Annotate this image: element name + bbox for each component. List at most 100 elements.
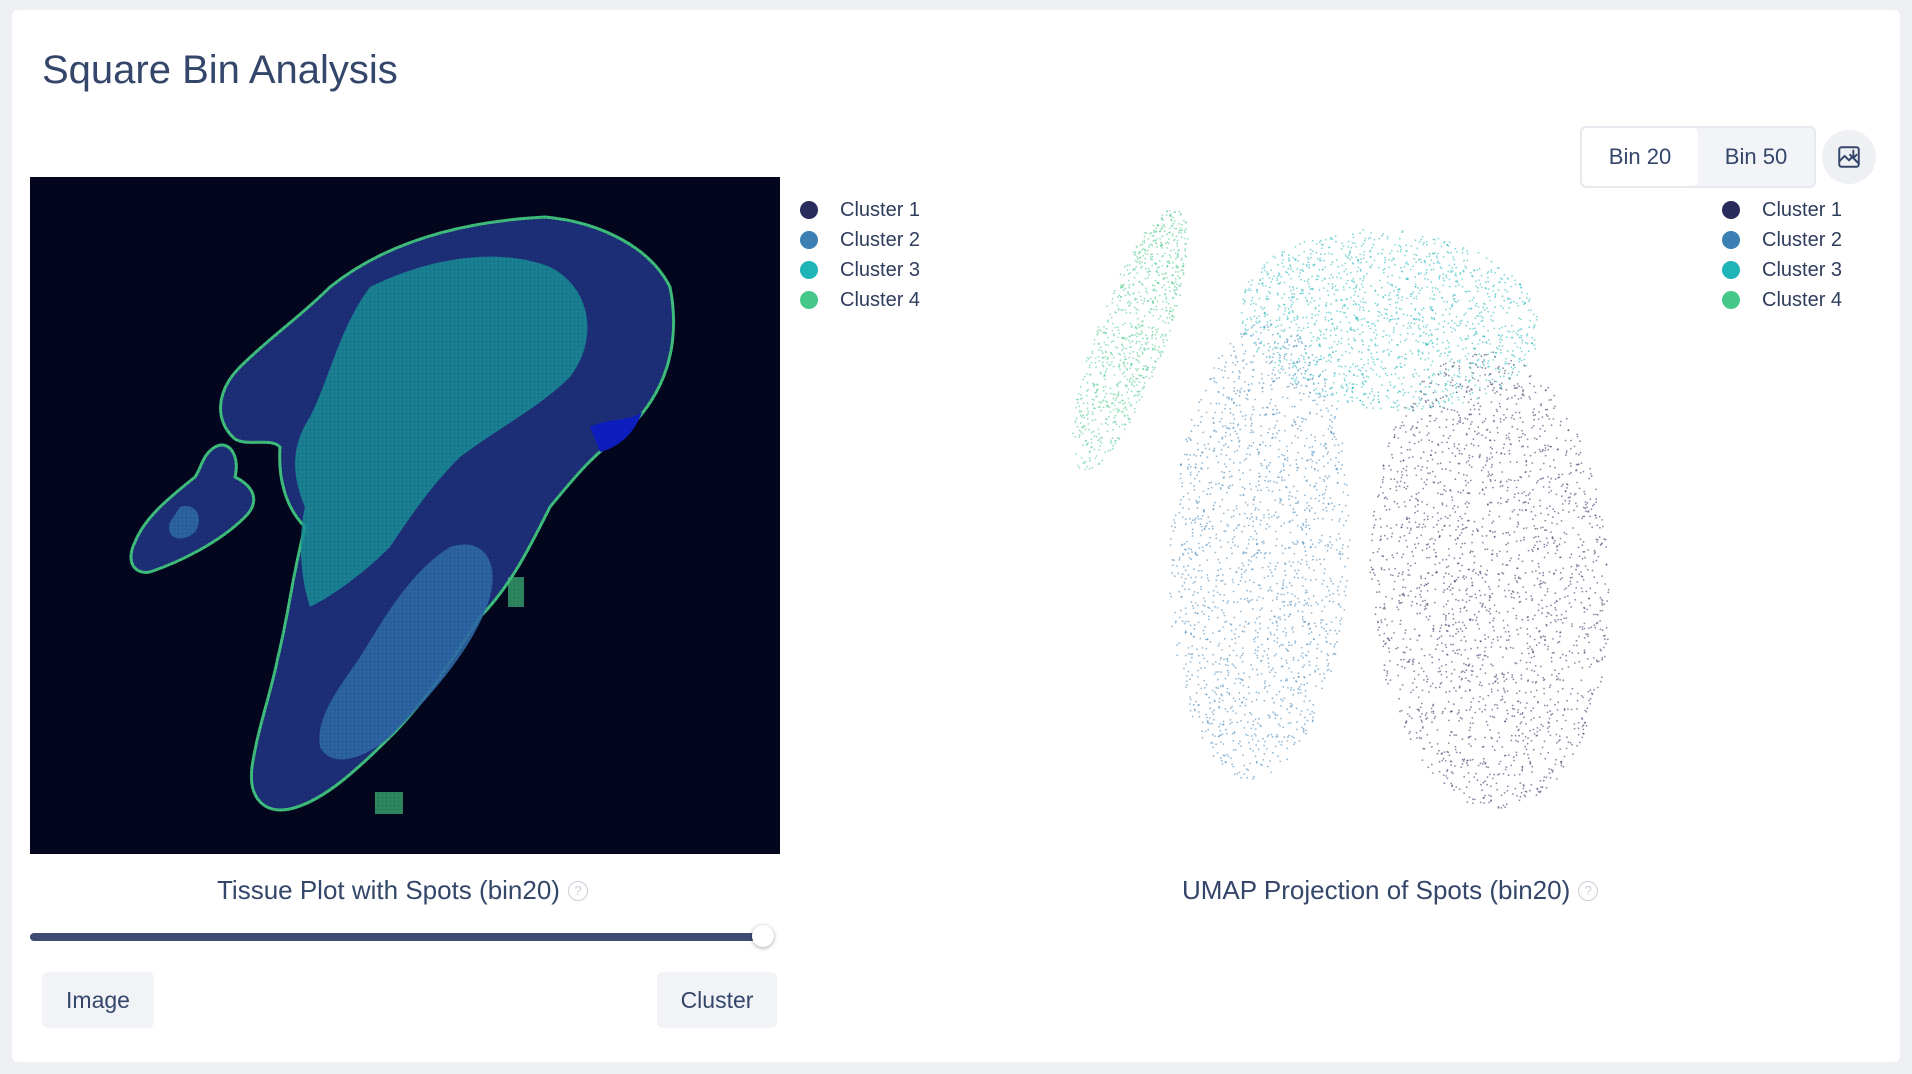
umap-point <box>1468 688 1471 691</box>
umap-point <box>1382 607 1385 610</box>
umap-point <box>1278 411 1281 414</box>
umap-point <box>1382 248 1384 251</box>
legend-item[interactable]: Cluster 4 <box>1722 285 1842 315</box>
legend-item[interactable]: Cluster 2 <box>800 225 920 255</box>
bin-50-option[interactable]: Bin 50 <box>1724 144 1788 169</box>
umap-point <box>1310 497 1312 500</box>
umap-point <box>1224 530 1227 532</box>
umap-point <box>1530 595 1533 597</box>
legend-item[interactable]: Cluster 3 <box>1722 255 1842 285</box>
umap-point <box>1536 730 1539 733</box>
umap-point <box>1521 341 1523 344</box>
umap-point <box>1344 585 1347 588</box>
umap-point <box>1328 589 1330 592</box>
legend-item[interactable]: Cluster 3 <box>800 255 920 285</box>
umap-point <box>1152 326 1155 329</box>
umap-point <box>1137 309 1139 312</box>
umap-point <box>1314 546 1317 548</box>
umap-point <box>1317 382 1320 385</box>
umap-point <box>1432 268 1435 271</box>
umap-point <box>1284 619 1286 621</box>
umap-point <box>1121 394 1123 396</box>
umap-point <box>1264 444 1267 447</box>
umap-point <box>1308 632 1310 635</box>
umap-point <box>1508 639 1510 641</box>
umap-point <box>1418 272 1420 274</box>
legend-label: Cluster 1 <box>840 198 921 221</box>
umap-point <box>1133 306 1136 309</box>
umap-point <box>1397 391 1399 394</box>
umap-point <box>1308 504 1310 507</box>
umap-point <box>1204 526 1207 528</box>
umap-point <box>1332 592 1335 595</box>
umap-point <box>1339 550 1341 553</box>
umap-point <box>1244 288 1247 291</box>
umap-point <box>1316 339 1318 342</box>
umap-point <box>1273 342 1276 345</box>
umap-point <box>1136 332 1139 334</box>
umap-point <box>1234 355 1237 358</box>
umap-point <box>1279 371 1281 374</box>
umap-point <box>1582 724 1585 727</box>
umap-point <box>1235 527 1238 530</box>
umap-point <box>1510 366 1513 369</box>
umap-point <box>1362 383 1365 386</box>
umap-point <box>1278 273 1281 276</box>
umap-point <box>1273 640 1276 642</box>
umap-point <box>1433 294 1436 296</box>
umap-point <box>1269 461 1271 464</box>
umap-point <box>1084 428 1087 431</box>
umap-point <box>1300 292 1303 295</box>
tissue-plot[interactable] <box>30 177 780 854</box>
umap-point <box>1238 771 1241 774</box>
umap-point <box>1169 256 1172 258</box>
umap-point <box>1466 250 1468 252</box>
umap-point <box>1211 741 1214 744</box>
umap-point <box>1310 579 1312 581</box>
umap-point <box>1359 333 1361 336</box>
umap-point <box>1456 324 1458 327</box>
umap-point <box>1451 266 1454 269</box>
umap-point <box>1246 517 1249 520</box>
umap-point <box>1275 538 1278 540</box>
umap-point <box>1246 398 1249 401</box>
umap-point <box>1102 389 1105 392</box>
umap-point <box>1112 322 1114 325</box>
umap-point <box>1524 353 1527 356</box>
umap-point <box>1213 380 1216 383</box>
umap-point <box>1305 518 1308 521</box>
umap-point <box>1075 406 1077 409</box>
umap-plot[interactable] <box>1060 209 1680 850</box>
umap-point <box>1492 359 1495 361</box>
umap-point <box>1418 396 1421 399</box>
umap-point <box>1446 389 1449 392</box>
legend-item[interactable]: Cluster 1 <box>800 195 920 225</box>
umap-point <box>1167 262 1170 264</box>
umap-point <box>1396 405 1398 408</box>
umap-point <box>1078 405 1081 408</box>
umap-point <box>1596 582 1599 584</box>
umap-point <box>1274 511 1277 514</box>
umap-point <box>1465 484 1468 487</box>
download-image-button[interactable] <box>1822 130 1876 184</box>
umap-point <box>1377 391 1380 394</box>
umap-point <box>1268 355 1271 357</box>
umap-point <box>1304 509 1306 512</box>
umap-point <box>1487 276 1489 279</box>
umap-point <box>1189 653 1192 656</box>
umap-point <box>1185 523 1187 526</box>
umap-point <box>1121 373 1124 375</box>
umap-point <box>1335 632 1338 635</box>
umap-point <box>1165 306 1167 309</box>
legend-item[interactable]: Cluster 2 <box>1722 225 1842 255</box>
umap-point <box>1297 369 1300 371</box>
umap-point <box>1514 342 1516 345</box>
umap-point <box>1273 426 1276 429</box>
bin-20-option[interactable]: Bin 20 <box>1582 128 1698 186</box>
umap-point <box>1114 289 1116 292</box>
umap-point <box>1323 673 1325 675</box>
umap-point <box>1428 264 1431 266</box>
legend-item[interactable]: Cluster 1 <box>1722 195 1842 225</box>
legend-item[interactable]: Cluster 4 <box>800 285 920 315</box>
umap-point <box>1601 656 1604 659</box>
